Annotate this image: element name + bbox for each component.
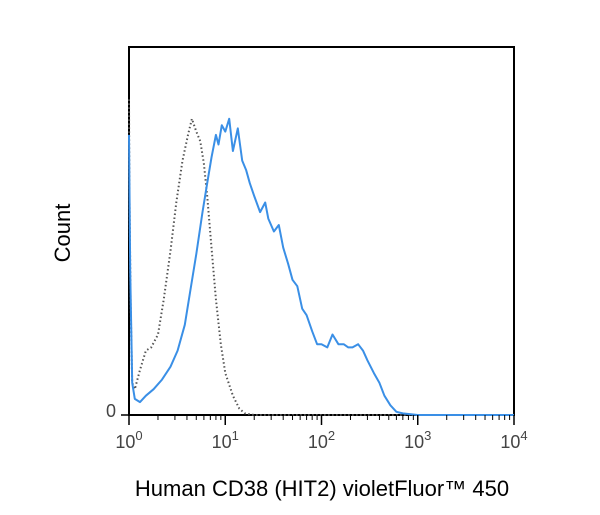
y-axis-ticks: 0 bbox=[106, 401, 129, 421]
x-tick-label: 101 bbox=[212, 428, 239, 452]
x-tick-label: 102 bbox=[308, 428, 335, 452]
y-tick-label: 0 bbox=[106, 401, 116, 421]
series-layer bbox=[128, 99, 514, 416]
x-tick-label: 103 bbox=[404, 428, 431, 452]
y-axis-title: Count bbox=[50, 204, 75, 263]
series-line-dotted bbox=[128, 99, 514, 416]
x-axis-ticks: 100 101 102 103 104 bbox=[115, 415, 528, 452]
plot-frame bbox=[128, 46, 515, 416]
x-tick-label: 100 bbox=[115, 428, 142, 452]
x-axis-title: Human CD38 (HIT2) violetFluor™ 450 bbox=[135, 476, 509, 501]
series-line-solid bbox=[128, 117, 514, 416]
x-tick-label: 104 bbox=[500, 428, 527, 452]
